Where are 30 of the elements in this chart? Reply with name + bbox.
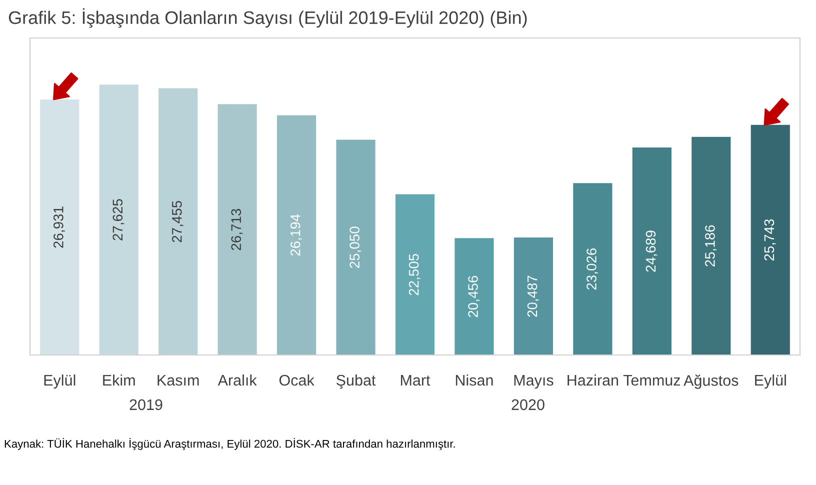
text: 2019 bbox=[130, 399, 162, 410]
x-tick-label: Mart bbox=[400, 375, 430, 386]
data-label: 27,455 bbox=[172, 200, 184, 242]
text: Kaynak: TÜİK Hanehalkı İşgücü Araştırması, Eylül 2020. DİSK-AR tarafından hazırlanmıştır. bbox=[4, 438, 455, 450]
data-label: 23,026 bbox=[586, 248, 598, 290]
x-tick-label: Ekim bbox=[103, 374, 135, 386]
x-tick-label: Ocak bbox=[279, 374, 314, 386]
data-label: 20,487 bbox=[527, 276, 539, 317]
data-label: 25,186 bbox=[705, 225, 717, 266]
x-tick-label: Ağustos bbox=[684, 374, 738, 389]
x-tick-label: Haziran bbox=[568, 374, 618, 386]
x-tick-label: Temmuz bbox=[623, 375, 680, 386]
x-tick-label: Şubat bbox=[336, 374, 376, 389]
data-label: 26,194 bbox=[290, 214, 302, 256]
data-label: 26,713 bbox=[231, 208, 243, 250]
data-label: 27,625 bbox=[112, 199, 124, 240]
chart-title: Grafik 5: İşbaşında Olanların Sayısı (Eylül 2019-Eylül 2020) (Bin) bbox=[8, 8, 527, 28]
text: 2020 bbox=[512, 399, 544, 410]
x-tick-label: Mayıs bbox=[514, 375, 554, 389]
data-label: 25,743 bbox=[764, 219, 776, 260]
x-tick-label: Eylül bbox=[755, 374, 786, 389]
data-label: 24,689 bbox=[646, 230, 658, 272]
x-tick-label: Kasım bbox=[158, 375, 199, 386]
data-label: 22,505 bbox=[408, 254, 420, 296]
x-tick-label: Eylül bbox=[44, 374, 76, 389]
data-label: 25,050 bbox=[350, 226, 362, 268]
x-tick-label: Aralık bbox=[218, 374, 257, 386]
data-label: 26,931 bbox=[54, 206, 65, 248]
data-label: 20,456 bbox=[468, 276, 480, 318]
x-tick-label: Nisan bbox=[456, 374, 493, 386]
